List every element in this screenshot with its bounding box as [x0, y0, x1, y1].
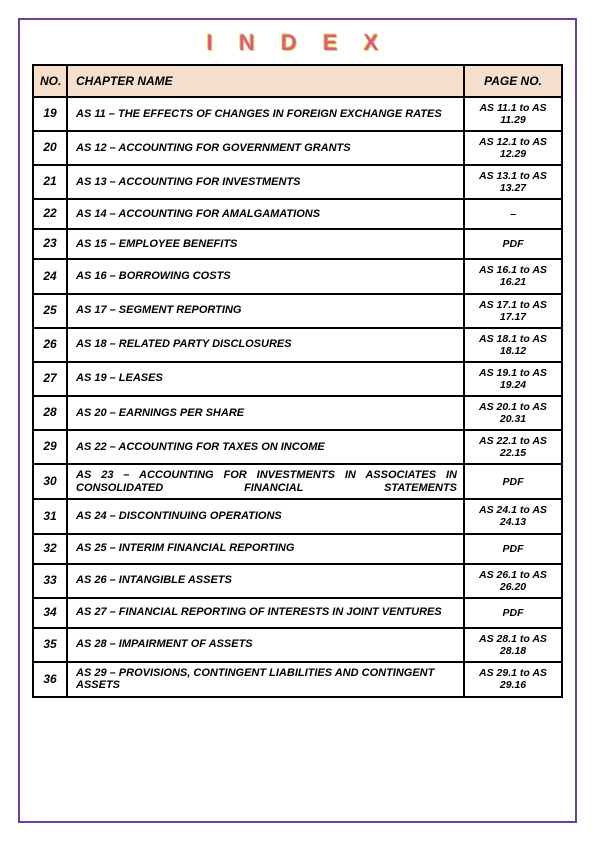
- cell-page-no: AS 26.1 to AS 26.20: [464, 564, 562, 598]
- cell-no: 33: [33, 564, 67, 598]
- cell-page-no: AS 13.1 to AS 13.27: [464, 165, 562, 199]
- table-row: 29AS 22 – ACCOUNTING FOR TAXES ON INCOME…: [33, 430, 562, 464]
- cell-chapter-name: AS 12 – ACCOUNTING FOR GOVERNMENT GRANTS: [67, 131, 464, 165]
- cell-chapter-name: AS 14 – ACCOUNTING FOR AMALGAMATIONS: [67, 199, 464, 229]
- table-row: 36AS 29 – PROVISIONS, CONTINGENT LIABILI…: [33, 662, 562, 697]
- cell-no: 26: [33, 328, 67, 362]
- table-row: 32AS 25 – INTERIM FINANCIAL REPORTINGPDF: [33, 534, 562, 564]
- cell-page-no: AS 12.1 to AS 12.29: [464, 131, 562, 165]
- col-header-name: CHAPTER NAME: [67, 65, 464, 97]
- cell-no: 28: [33, 396, 67, 430]
- cell-page-no: AS 16.1 to AS 16.21: [464, 259, 562, 293]
- table-row: 31AS 24 – DISCONTINUING OPERATIONSAS 24.…: [33, 499, 562, 533]
- table-row: 22AS 14 – ACCOUNTING FOR AMALGAMATIONS–: [33, 199, 562, 229]
- col-header-no: NO.: [33, 65, 67, 97]
- cell-chapter-name: AS 17 – SEGMENT REPORTING: [67, 294, 464, 328]
- table-row: 25AS 17 – SEGMENT REPORTINGAS 17.1 to AS…: [33, 294, 562, 328]
- cell-no: 30: [33, 464, 67, 499]
- col-header-page: PAGE NO.: [464, 65, 562, 97]
- cell-chapter-name: AS 20 – EARNINGS PER SHARE: [67, 396, 464, 430]
- table-row: 28AS 20 – EARNINGS PER SHAREAS 20.1 to A…: [33, 396, 562, 430]
- cell-chapter-name: AS 29 – PROVISIONS, CONTINGENT LIABILITI…: [67, 662, 464, 697]
- cell-page-no: PDF: [464, 229, 562, 259]
- cell-page-no: AS 17.1 to AS 17.17: [464, 294, 562, 328]
- table-row: 27AS 19 – LEASESAS 19.1 to AS 19.24: [33, 362, 562, 396]
- cell-no: 25: [33, 294, 67, 328]
- cell-chapter-name: AS 28 – IMPAIRMENT OF ASSETS: [67, 628, 464, 662]
- cell-chapter-name: AS 22 – ACCOUNTING FOR TAXES ON INCOME: [67, 430, 464, 464]
- table-row: 24AS 16 – BORROWING COSTSAS 16.1 to AS 1…: [33, 259, 562, 293]
- cell-no: 27: [33, 362, 67, 396]
- cell-no: 35: [33, 628, 67, 662]
- cell-page-no: AS 18.1 to AS 18.12: [464, 328, 562, 362]
- cell-chapter-name: AS 27 – FINANCIAL REPORTING OF INTERESTS…: [67, 598, 464, 628]
- cell-no: 22: [33, 199, 67, 229]
- cell-chapter-name: AS 24 – DISCONTINUING OPERATIONS: [67, 499, 464, 533]
- index-title: I N D E X: [32, 30, 563, 56]
- cell-no: 36: [33, 662, 67, 697]
- table-row: 35AS 28 – IMPAIRMENT OF ASSETSAS 28.1 to…: [33, 628, 562, 662]
- table-row: 34AS 27 – FINANCIAL REPORTING OF INTERES…: [33, 598, 562, 628]
- table-row: 33AS 26 – INTANGIBLE ASSETSAS 26.1 to AS…: [33, 564, 562, 598]
- cell-chapter-name: AS 25 – INTERIM FINANCIAL REPORTING: [67, 534, 464, 564]
- cell-page-no: AS 28.1 to AS 28.18: [464, 628, 562, 662]
- page-frame: I N D E X NO. CHAPTER NAME PAGE NO. 19AS…: [18, 18, 577, 823]
- cell-chapter-name: AS 13 – ACCOUNTING FOR INVESTMENTS: [67, 165, 464, 199]
- cell-no: 32: [33, 534, 67, 564]
- cell-chapter-name: AS 18 – RELATED PARTY DISCLOSURES: [67, 328, 464, 362]
- cell-chapter-name: AS 23 – ACCOUNTING FOR INVESTMENTS IN AS…: [67, 464, 464, 499]
- table-header-row: NO. CHAPTER NAME PAGE NO.: [33, 65, 562, 97]
- table-row: 26AS 18 – RELATED PARTY DISCLOSURESAS 18…: [33, 328, 562, 362]
- cell-no: 21: [33, 165, 67, 199]
- cell-page-no: AS 11.1 to AS 11.29: [464, 97, 562, 131]
- cell-page-no: PDF: [464, 464, 562, 499]
- cell-no: 31: [33, 499, 67, 533]
- cell-no: 29: [33, 430, 67, 464]
- cell-no: 19: [33, 97, 67, 131]
- cell-page-no: AS 24.1 to AS 24.13: [464, 499, 562, 533]
- cell-chapter-name: AS 26 – INTANGIBLE ASSETS: [67, 564, 464, 598]
- cell-page-no: AS 19.1 to AS 19.24: [464, 362, 562, 396]
- cell-chapter-name: AS 15 – EMPLOYEE BENEFITS: [67, 229, 464, 259]
- index-table: NO. CHAPTER NAME PAGE NO. 19AS 11 – THE …: [32, 64, 563, 698]
- table-row: 20AS 12 – ACCOUNTING FOR GOVERNMENT GRAN…: [33, 131, 562, 165]
- table-body: 19AS 11 – THE EFFECTS OF CHANGES IN FORE…: [33, 97, 562, 697]
- cell-page-no: AS 29.1 to AS 29.16: [464, 662, 562, 697]
- cell-page-no: AS 22.1 to AS 22.15: [464, 430, 562, 464]
- cell-page-no: PDF: [464, 534, 562, 564]
- table-row: 19AS 11 – THE EFFECTS OF CHANGES IN FORE…: [33, 97, 562, 131]
- cell-chapter-name: AS 16 – BORROWING COSTS: [67, 259, 464, 293]
- cell-no: 20: [33, 131, 67, 165]
- cell-no: 23: [33, 229, 67, 259]
- table-row: 23AS 15 – EMPLOYEE BENEFITSPDF: [33, 229, 562, 259]
- cell-page-no: –: [464, 199, 562, 229]
- cell-no: 34: [33, 598, 67, 628]
- cell-page-no: PDF: [464, 598, 562, 628]
- cell-no: 24: [33, 259, 67, 293]
- cell-chapter-name: AS 11 – THE EFFECTS OF CHANGES IN FOREIG…: [67, 97, 464, 131]
- table-row: 21AS 13 – ACCOUNTING FOR INVESTMENTSAS 1…: [33, 165, 562, 199]
- cell-chapter-name: AS 19 – LEASES: [67, 362, 464, 396]
- cell-page-no: AS 20.1 to AS 20.31: [464, 396, 562, 430]
- table-row: 30AS 23 – ACCOUNTING FOR INVESTMENTS IN …: [33, 464, 562, 499]
